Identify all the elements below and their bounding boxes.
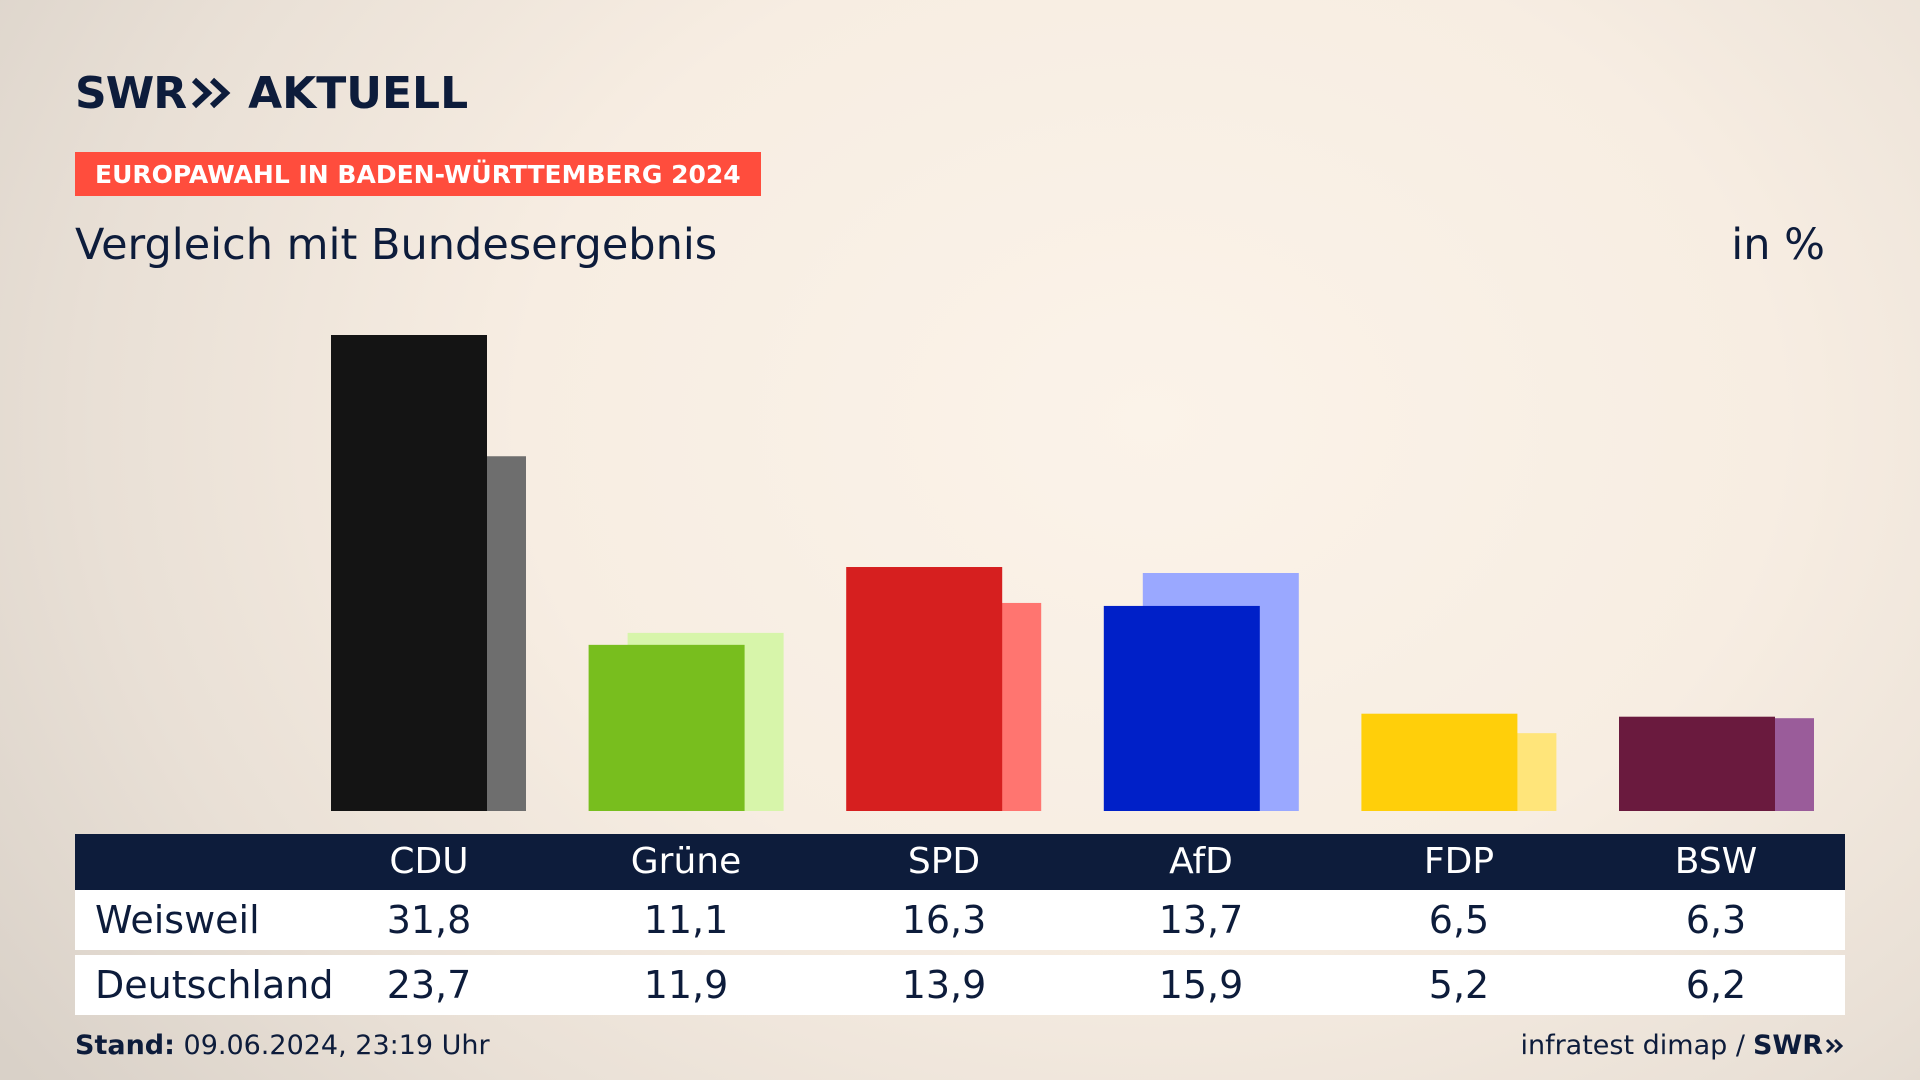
row-label: Deutschland (95, 963, 334, 1007)
table-cell: 15,9 (1158, 963, 1244, 1007)
header-party: AfD (1169, 841, 1233, 882)
header-party: BSW (1674, 841, 1758, 882)
header-party: CDU (389, 841, 469, 882)
table-cell: 31,8 (386, 898, 472, 942)
bar-weisweil-afd (1103, 605, 1260, 811)
source-brand: SWR (1752, 1030, 1823, 1061)
chevron-right-double-icon (1825, 1038, 1844, 1053)
chevron-right-double-icon (192, 77, 231, 109)
logo-brand: SWR (75, 67, 187, 119)
election-badge: EUROPAWAHL IN BADEN-WÜRTTEMBERG 2024 (75, 152, 761, 196)
bar-weisweil-spd (846, 567, 1003, 811)
table-row: Deutschland 23,7 11,9 13,9 15,9 5,2 6,2 (75, 955, 1845, 1015)
table-cell: 16,3 (901, 898, 987, 942)
chart-subtitle: Vergleich mit Bundesergebnis (75, 220, 718, 270)
table-cell: 11,1 (643, 898, 729, 942)
stand-value: 09.06.2024, 23:19 Uhr (183, 1030, 490, 1061)
row-label: Weisweil (95, 898, 260, 942)
table-header: CDU Grüne SPD AfD FDP BSW (75, 834, 1845, 890)
unit-label: in % (1731, 220, 1825, 270)
timestamp: Stand: 09.06.2024, 23:19 Uhr (75, 1030, 490, 1061)
source-text: infratest dimap / (1520, 1030, 1745, 1061)
table-cell: 11,9 (643, 963, 729, 1007)
table-cell: 6,3 (1685, 898, 1747, 942)
table-cell: 23,7 (386, 963, 472, 1007)
header-party: Grüne (630, 841, 742, 882)
bar-weisweil-grüne (588, 644, 745, 811)
table-cell: 13,9 (901, 963, 987, 1007)
bar-weisweil-fdp (1361, 713, 1518, 811)
table-cell: 6,5 (1428, 898, 1490, 942)
table-cell: 6,2 (1685, 963, 1747, 1007)
bar-weisweil-cdu (331, 335, 487, 811)
swr-mini-logo: SWR (1753, 1030, 1845, 1061)
header-party: FDP (1423, 841, 1495, 882)
header-party: SPD (907, 841, 981, 882)
source-credit: infratest dimap / SWR (1520, 1030, 1845, 1061)
table-row: Weisweil 31,8 11,1 16,3 13,7 6,5 6,3 (75, 890, 1845, 950)
results-table: CDU Grüne SPD AfD FDP BSW Weisweil 31,8 … (75, 834, 1845, 1015)
bar-weisweil-bsw (1619, 716, 1775, 811)
swr-aktuell-logo: SWR AKTUELL (75, 66, 468, 120)
logo-section: AKTUELL (248, 67, 469, 119)
table-cell: 13,7 (1158, 898, 1244, 942)
stand-label: Stand: (75, 1030, 175, 1061)
table-cell: 5,2 (1428, 963, 1490, 1007)
